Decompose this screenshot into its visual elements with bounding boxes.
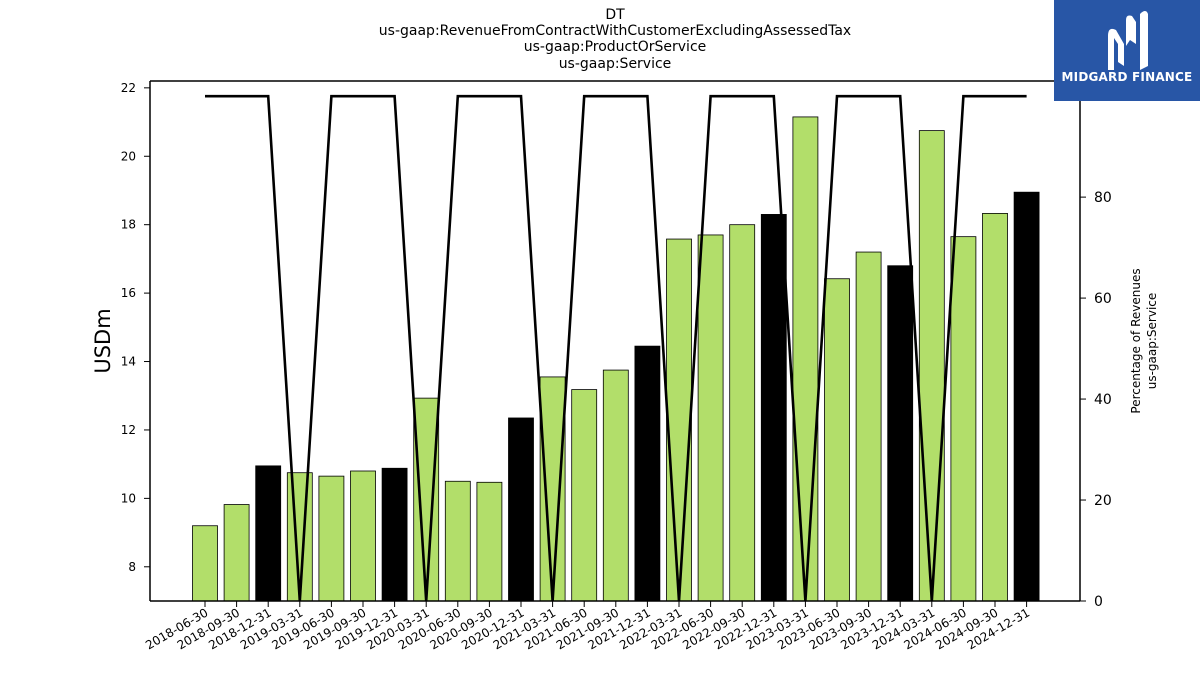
- y2-tick-label: 40: [1094, 392, 1112, 408]
- bar-2024-12-31: [1013, 191, 1040, 602]
- y-tick-label: 14: [121, 355, 136, 369]
- bar-2018-06-30: [192, 525, 218, 602]
- chart-title-line-3: us-gaap:ProductOrService: [523, 39, 707, 55]
- bar-2023-06-30: [824, 278, 850, 602]
- bar-2022-03-31: [666, 238, 692, 602]
- chart-title-line-4: us-gaap:Service: [558, 56, 672, 72]
- y2-tick-label: 60: [1094, 291, 1112, 307]
- brand-name: MIDGARD FINANCE: [1061, 70, 1193, 84]
- y-axis-label: USDm: [91, 308, 115, 373]
- bar-2021-03-31: [539, 376, 566, 602]
- bar-2020-03-31: [413, 397, 440, 602]
- bar-2021-12-31: [634, 345, 661, 602]
- bar-2018-09-30: [223, 504, 250, 602]
- bar-2021-06-30: [571, 389, 598, 602]
- y-tick-label: 18: [121, 218, 136, 232]
- y2-tick-label: 0: [1094, 594, 1103, 610]
- midgard-finance-logo: MIDGARD FINANCE: [1054, 0, 1200, 101]
- y2-axis-label-line-1: Percentage of Revenues: [1129, 268, 1143, 413]
- y-tick-label: 8: [128, 560, 136, 574]
- y2-axis-label-line-2: us-gaap:Service: [1145, 293, 1159, 390]
- bar-2022-09-30: [729, 224, 756, 602]
- bar-2024-09-30: [982, 212, 1008, 602]
- bar-2024-03-31: [918, 130, 945, 602]
- bar-2020-06-30: [444, 480, 471, 602]
- bar-2019-12-31: [381, 467, 408, 602]
- y-tick-label: 16: [121, 286, 136, 300]
- y-tick-label: 20: [121, 149, 136, 163]
- chart-title-line-2: us-gaap:RevenueFromContractWithCustomerE…: [378, 23, 852, 39]
- y2-tick-label: 80: [1094, 190, 1112, 206]
- y-tick-label: 10: [121, 491, 136, 505]
- bar-2023-03-31: [792, 116, 819, 602]
- y-tick-label: 22: [121, 81, 136, 95]
- percentage-line: [205, 94, 1027, 602]
- midgard-finance-logo-icon: [1108, 11, 1148, 70]
- bar-2023-12-31: [887, 265, 914, 602]
- bar-2019-06-30: [318, 475, 345, 602]
- bar-2023-09-30: [855, 251, 882, 602]
- y-tick-label: 12: [121, 423, 136, 437]
- chart-title-line-1: DT: [605, 7, 625, 23]
- bar-2022-06-30: [697, 234, 724, 602]
- bar-2018-12-31: [255, 465, 282, 602]
- bar-2024-06-30: [950, 236, 977, 602]
- bar-2019-03-31: [286, 472, 313, 602]
- bar-2022-12-31: [760, 214, 787, 602]
- bar-2020-12-31: [508, 417, 534, 602]
- bar-2020-09-30: [476, 481, 503, 602]
- y2-tick-label: 20: [1094, 493, 1112, 509]
- bar-2019-09-30: [350, 470, 376, 602]
- bar-2021-09-30: [602, 369, 629, 602]
